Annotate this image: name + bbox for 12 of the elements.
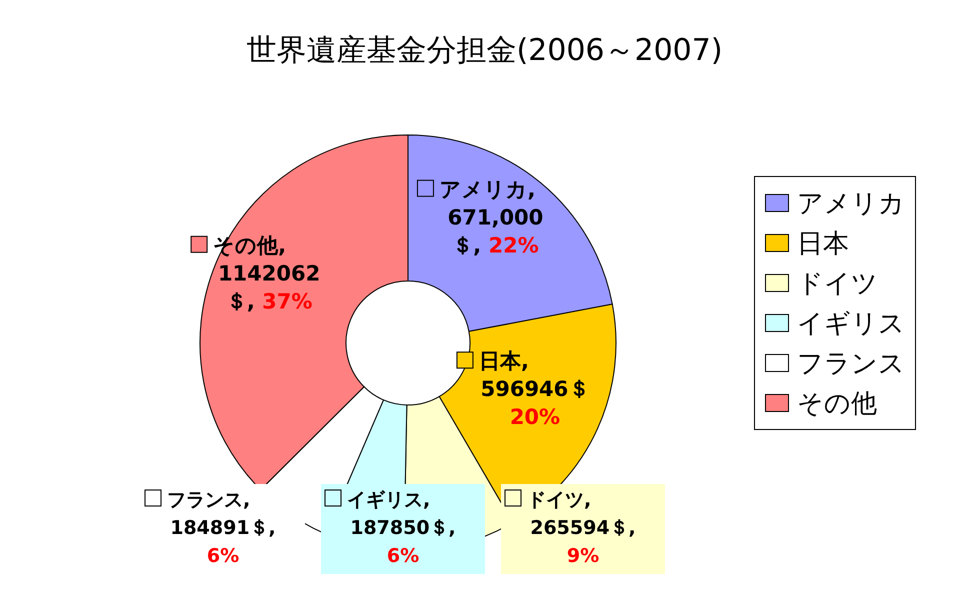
legend-label: 日本 [797, 228, 849, 260]
legend-label: フランス [797, 348, 905, 380]
data-label: アメリカ, 671,000 ＄, 22% [439, 177, 544, 258]
legend-label: ドイツ [797, 268, 878, 300]
legend-label: アメリカ [797, 188, 905, 220]
data-label: 日本, 596946＄ 20% [478, 349, 590, 430]
chart-title: 世界遺産基金分担金(2006～2007) [245, 32, 724, 70]
data-label: フランス, 184891＄, 6% [167, 489, 276, 567]
data-label: イギリス, 187850＄, 6% [347, 489, 456, 567]
legend-label: イギリス [797, 308, 905, 340]
legend-label: その他 [797, 388, 877, 420]
data-label: ドイツ, 265594＄, 9% [527, 489, 636, 567]
